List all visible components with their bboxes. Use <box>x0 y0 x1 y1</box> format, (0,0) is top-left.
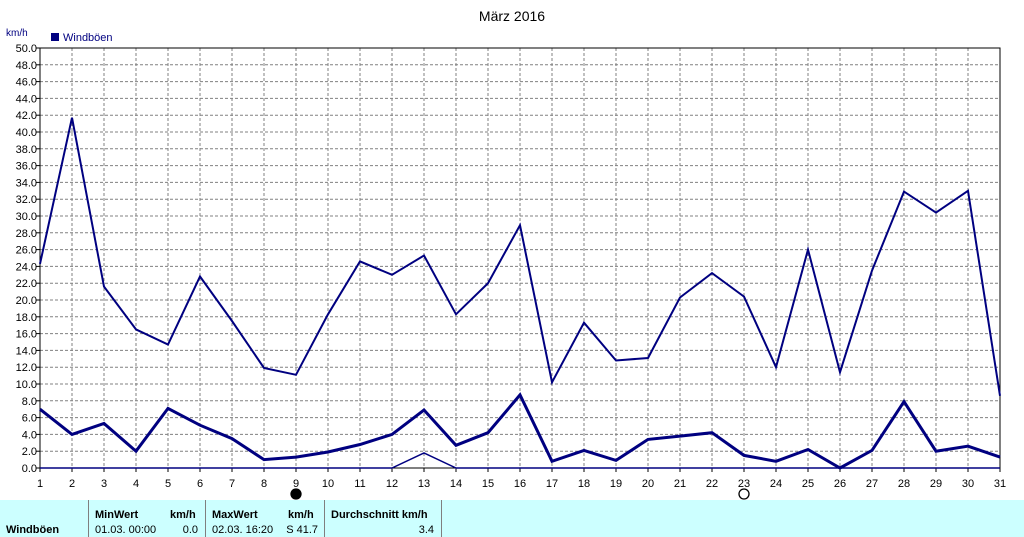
x-tick-label: 26 <box>834 478 846 490</box>
x-tick-label: 27 <box>866 478 878 490</box>
y-tick-label: 44.0 <box>16 93 37 105</box>
min-header: MinWert <box>95 509 139 521</box>
x-tick-label: 19 <box>610 478 622 490</box>
y-tick-label: 16.0 <box>16 329 37 341</box>
stats-divider <box>441 500 442 537</box>
stats-divider <box>205 500 206 537</box>
y-tick-label: 4.0 <box>22 429 37 441</box>
max-time: 02.03. 16:20 <box>212 524 274 536</box>
y-tick-label: 26.0 <box>16 245 37 257</box>
stats-panel: Windböen MinWert km/h 01.03. 00:00 0.0 M… <box>0 500 1024 537</box>
y-tick-label: 48.0 <box>16 60 37 72</box>
x-tick-label: 9 <box>293 478 299 490</box>
x-tick-label: 24 <box>770 478 782 490</box>
x-tick-label: 22 <box>706 478 718 490</box>
x-tick-label: 7 <box>229 478 235 490</box>
x-tick-label: 20 <box>642 478 654 490</box>
y-tick-label: 50.0 <box>16 43 37 55</box>
x-tick-label: 28 <box>898 478 910 490</box>
stats-divider <box>324 500 325 537</box>
legend-swatch <box>51 33 59 41</box>
y-tick-label: 38.0 <box>16 144 37 156</box>
y-tick-label: 0.0 <box>22 463 37 475</box>
max-header: MaxWert <box>212 509 258 521</box>
y-tick-label: 32.0 <box>16 194 37 206</box>
y-tick-label: 42.0 <box>16 110 37 122</box>
y-tick-label: 34.0 <box>16 177 37 189</box>
x-tick-label: 5 <box>165 478 171 490</box>
x-tick-label: 2 <box>69 478 75 490</box>
max-value: S 41.7 <box>286 524 318 536</box>
x-tick-label: 10 <box>322 478 334 490</box>
y-tick-label: 8.0 <box>22 396 37 408</box>
y-tick-label: 14.0 <box>16 345 37 357</box>
max-unit: km/h <box>288 509 314 521</box>
y-tick-label: 40.0 <box>16 127 37 139</box>
chart: März 2016 km/h Windböen 0.0 2.0 4.0 6.0 8.0 1… <box>6 8 1006 500</box>
x-tick-label: 18 <box>578 478 590 490</box>
min-value: 0.0 <box>182 524 198 536</box>
y-tick-label: 20.0 <box>16 295 37 307</box>
x-tick-label: 15 <box>482 478 494 490</box>
y-tick-label: 30.0 <box>16 211 37 223</box>
moon-phases <box>290 488 750 500</box>
y-tick-label: 36.0 <box>16 161 37 173</box>
grid <box>39 47 1001 469</box>
x-tick-label: 11 <box>354 478 365 490</box>
x-tick-label: 17 <box>546 478 558 490</box>
x-tick-label: 4 <box>133 478 139 490</box>
x-tick-label: 31 <box>994 478 1006 490</box>
series-line-min <box>40 452 1000 469</box>
y-axis: 0.0 2.0 4.0 6.0 8.0 10.0 12.0 14.0 16.0 18.0 20.0 2… <box>16 43 40 475</box>
series-layer <box>39 117 1001 470</box>
full-moon-marker <box>738 488 750 500</box>
x-tick-label: 30 <box>962 478 974 490</box>
x-axis: 1 2 3 4 5 6 7 8 9 10 11 12 13 14 15 16 17 18 19 20 21 22 23 24 2… <box>37 468 1006 490</box>
x-tick-label: 1 <box>37 478 43 490</box>
y-tick-label: 12.0 <box>16 362 37 374</box>
y-tick-label: 6.0 <box>22 413 37 425</box>
x-tick-label: 14 <box>450 478 462 490</box>
x-tick-label: 13 <box>418 478 430 490</box>
avg-value: 3.4 <box>418 524 434 536</box>
y-tick-label: 2.0 <box>22 446 37 458</box>
min-time: 01.03. 00:00 <box>95 524 157 536</box>
legend-label: Windböen <box>63 32 113 44</box>
stats-divider <box>88 500 89 537</box>
min-unit: km/h <box>170 509 196 521</box>
x-tick-label: 23 <box>738 478 750 490</box>
chart-title: März 2016 <box>479 8 545 24</box>
y-tick-label: 46.0 <box>16 77 37 89</box>
y-tick-label: 18.0 <box>16 312 37 324</box>
x-tick-label: 29 <box>930 478 942 490</box>
y-axis-unit: km/h <box>6 28 28 39</box>
x-tick-label: 25 <box>802 478 814 490</box>
y-tick-label: 22.0 <box>16 278 37 290</box>
x-tick-label: 8 <box>261 478 267 490</box>
series-line-max <box>39 117 1001 396</box>
y-tick-label: 28.0 <box>16 228 37 240</box>
x-tick-label: 16 <box>514 478 526 490</box>
x-tick-label: 6 <box>197 478 203 490</box>
x-tick-label: 3 <box>101 478 107 490</box>
avg-header: Durchschnitt km/h <box>331 509 428 521</box>
x-tick-label: 12 <box>386 478 398 490</box>
new-moon-marker <box>290 488 302 500</box>
stats-row-label: Windböen <box>6 524 60 536</box>
y-tick-label: 10.0 <box>16 379 37 391</box>
x-tick-label: 21 <box>674 478 686 490</box>
y-tick-label: 24.0 <box>16 261 37 273</box>
